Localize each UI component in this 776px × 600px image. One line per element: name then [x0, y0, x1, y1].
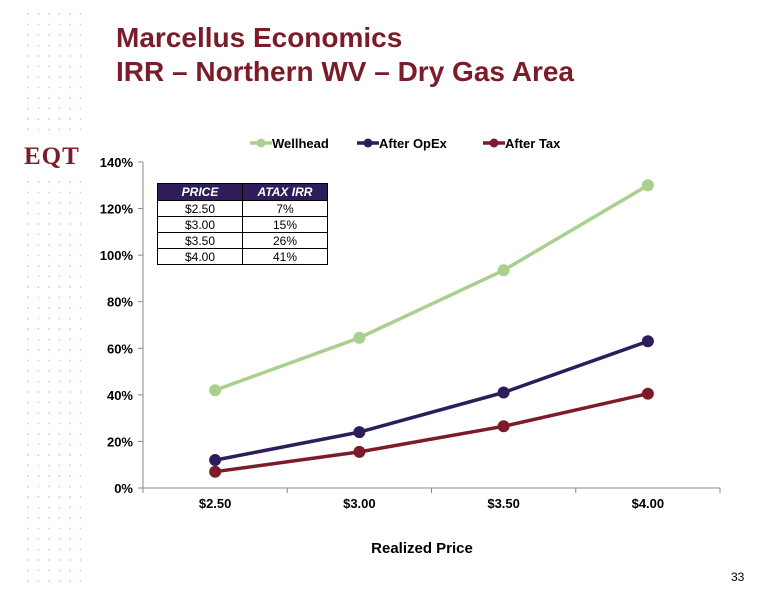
y-tick-label: 60%	[107, 341, 133, 356]
y-tick-label: 120%	[100, 202, 134, 217]
legend-label: Wellhead	[272, 136, 329, 151]
table-cell-irr: 15%	[242, 216, 328, 233]
table-cell-irr: 41%	[242, 248, 328, 265]
series-line	[214, 339, 649, 462]
x-tick-label: $4.00	[632, 496, 665, 511]
table-row: $4.00 41%	[157, 248, 328, 265]
data-point	[209, 465, 222, 478]
legend-marker	[256, 138, 266, 148]
table-cell-price: $3.00	[157, 216, 243, 233]
y-tick-label: 40%	[107, 388, 133, 403]
x-tick-label: $3.00	[343, 496, 376, 511]
data-point	[353, 331, 366, 344]
table-cell-price: $4.00	[157, 248, 243, 265]
legend-label: After Tax	[505, 136, 561, 151]
data-point	[353, 426, 366, 439]
y-tick-label: 140%	[100, 155, 134, 170]
table-cell-irr: 7%	[242, 200, 328, 217]
x-axis-label: Realized Price	[371, 540, 473, 557]
table-cell-price: $2.50	[157, 200, 243, 217]
y-tick-label: 100%	[100, 248, 134, 263]
atax-irr-table: PRICE ATAX IRR $2.50 7% $3.00 15% $3.50 …	[157, 183, 328, 265]
legend-marker	[363, 138, 373, 148]
series-line	[214, 183, 649, 392]
data-point	[641, 387, 654, 400]
data-point	[497, 420, 510, 433]
y-tick-label: 20%	[107, 434, 133, 449]
slide-title-line-1: Marcellus Economics	[116, 22, 403, 53]
table-cell-irr: 26%	[242, 232, 328, 249]
data-point	[353, 445, 366, 458]
page-number: 33	[731, 570, 745, 584]
y-tick-label: 0%	[114, 481, 133, 496]
data-point	[497, 386, 510, 399]
data-point	[209, 454, 222, 467]
data-point	[641, 179, 654, 192]
x-tick-label: $3.50	[487, 496, 520, 511]
table-row: $2.50 7%	[157, 200, 328, 217]
table-cell-price: $3.50	[157, 232, 243, 249]
table-header-atax-irr: ATAX IRR	[242, 183, 328, 201]
table-row: $3.50 26%	[157, 232, 328, 249]
y-tick-label: 80%	[107, 295, 133, 310]
eqt-logo: EQT	[24, 143, 80, 170]
dot-pattern-decoration	[27, 13, 82, 582]
data-point	[641, 335, 654, 348]
series-line	[214, 391, 649, 474]
data-point	[209, 384, 222, 397]
legend-label: After OpEx	[379, 136, 448, 151]
table-row: $3.00 15%	[157, 216, 328, 233]
x-tick-label: $2.50	[199, 496, 232, 511]
table-header-price: PRICE	[157, 183, 243, 201]
slide-title-line-2: IRR – Northern WV – Dry Gas Area	[116, 56, 574, 87]
data-point	[497, 264, 510, 277]
legend-marker	[489, 138, 499, 148]
